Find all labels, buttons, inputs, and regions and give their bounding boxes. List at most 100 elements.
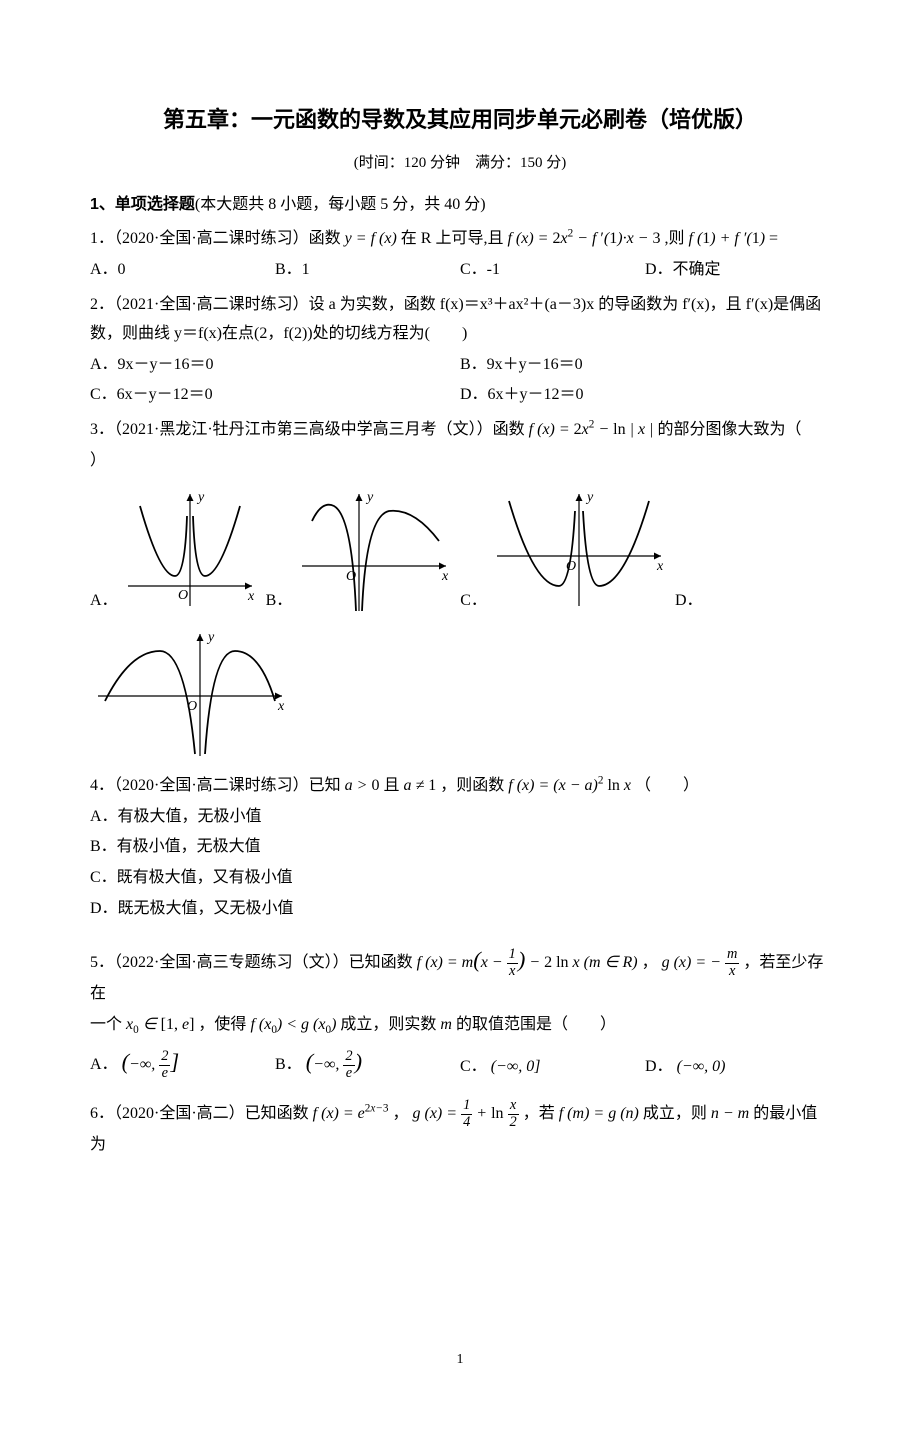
q5-l2b: ，使得 bbox=[198, 1016, 250, 1033]
svg-text:y: y bbox=[365, 490, 374, 505]
q5-opt-b: B． (−∞, 2e) bbox=[275, 1042, 460, 1082]
q5-opt-d-pre: D． bbox=[645, 1058, 673, 1075]
q2-opt-d: D．6x＋y－12＝0 bbox=[460, 381, 830, 410]
q3-label-a: A． bbox=[90, 587, 118, 616]
q5-options: A． (−∞, 2e] B． (−∞, 2e) C． (−∞, 0] D． (−… bbox=[90, 1042, 830, 1082]
svg-text:y: y bbox=[585, 490, 594, 505]
q4-cond1: a > 0 bbox=[345, 777, 380, 794]
question-4: 4．（2020·全国·高二课时练习）已知 a > 0 且 a ≠ 1 ，则函数 … bbox=[90, 772, 830, 801]
q4-mid: 且 bbox=[383, 777, 403, 794]
q3-graph-a: y x O bbox=[120, 486, 260, 616]
q5-opt-a-val: (−∞, 2e] bbox=[122, 1056, 180, 1073]
q4-options: A．有极大值，无极小值 B．有极小值，无极大值 C．既有极大值，又有极小值 D．… bbox=[90, 803, 830, 924]
q4-cond2: a ≠ 1 bbox=[403, 777, 436, 794]
q3-tail: 的部分图像大致为（ bbox=[658, 421, 818, 438]
q5-opt-d: D． (−∞, 0) bbox=[645, 1053, 830, 1082]
q1-opt-d: D．不确定 bbox=[645, 256, 830, 285]
q5-expr-f: f (x) = m(x − 1x) − 2 ln x (m ∈ R) bbox=[417, 954, 638, 971]
q3-close: ） bbox=[90, 447, 830, 476]
q3-expr: f (x) = 2x2 − ln | x | bbox=[529, 421, 654, 438]
q5-prefix: 5．（2022·全国·高三专题练习（文））已知函数 bbox=[90, 954, 417, 971]
question-6: 6．（2020·全国·高二）已知函数 f (x) = e2x−3 ， g (x)… bbox=[90, 1098, 830, 1159]
q4-opt-c: C．既有极大值，又有极小值 bbox=[90, 864, 830, 893]
q2-line2: 数，则曲线 y＝f(x)在点(2，f(2))处的切线方程为( ) bbox=[90, 320, 830, 349]
svg-text:x: x bbox=[656, 559, 664, 574]
q5-l2d: 的取值范围是（ ） bbox=[456, 1016, 616, 1033]
q5-ineq: f (x0) < g (x0) bbox=[250, 1016, 336, 1033]
question-3: 3．（2021·黑龙江·牡丹江市第三高级中学高三月考（文））函数 f (x) =… bbox=[90, 416, 830, 445]
q6-mid3: 成立，则 bbox=[643, 1105, 711, 1122]
q3-graphs-row1: A． y x O B． y x O C． y bbox=[90, 486, 830, 616]
section-spec: (本大题共 8 小题，每小题 5 分，共 40 分) bbox=[195, 196, 486, 213]
q5-opt-a-pre: A． bbox=[90, 1056, 118, 1073]
q4-mid2: ，则函数 bbox=[440, 777, 508, 794]
q1-opt-c: C．-1 bbox=[460, 256, 645, 285]
q5-mid: ， bbox=[642, 954, 662, 971]
q3-graph-d: y x O bbox=[90, 626, 290, 766]
q5-opt-c-val: (−∞, 0] bbox=[491, 1058, 541, 1075]
q3-label-b: B． bbox=[266, 587, 293, 616]
q1-mid1: 在 R 上可导,且 bbox=[401, 230, 508, 247]
q5-m: m bbox=[440, 1016, 452, 1033]
q6-eq: f (m) = g (n) bbox=[559, 1105, 639, 1122]
q6-prefix: 6．（2020·全国·高二）已知函数 bbox=[90, 1105, 313, 1122]
q3-graph-d-row: y x O bbox=[90, 626, 830, 766]
q3-label-c: C． bbox=[460, 587, 487, 616]
q4-opt-a: A．有极大值，无极小值 bbox=[90, 803, 830, 832]
exam-meta: (时间：120 分钟 满分：150 分) bbox=[90, 150, 830, 177]
q5-expr-g: g (x) = − mx bbox=[662, 954, 740, 971]
question-2: 2．（2021·全国·高二课时练习）设 a 为实数，函数 f(x)＝x³＋ax²… bbox=[90, 291, 830, 349]
q1-expr1: y = f (x) bbox=[345, 230, 397, 247]
q2-opt-a: A．9x－y－16＝0 bbox=[90, 351, 460, 380]
q4-tail: （ ） bbox=[635, 777, 699, 794]
q5-l2a: 一个 bbox=[90, 1016, 126, 1033]
q1-expr3: f (1) + f ′(1) bbox=[689, 230, 766, 247]
page-title: 第五章：一元函数的导数及其应用同步单元必刷卷（培优版） bbox=[90, 100, 830, 140]
q4-opt-b: B．有极小值，无极大值 bbox=[90, 833, 830, 862]
svg-text:y: y bbox=[206, 630, 215, 645]
q5-opt-d-val: (−∞, 0) bbox=[677, 1058, 726, 1075]
q4-prefix: 4．（2020·全国·高二课时练习）已知 bbox=[90, 777, 345, 794]
svg-text:x: x bbox=[247, 589, 255, 604]
q5-opt-c: C． (−∞, 0] bbox=[460, 1053, 645, 1082]
q4-opt-d: D．既无极大值，又无极小值 bbox=[90, 895, 830, 924]
q1-tail: = bbox=[769, 230, 778, 247]
section-header: 1、单项选择题(本大题共 8 小题，每小题 5 分，共 40 分) bbox=[90, 191, 830, 220]
page-number: 1 bbox=[90, 1347, 830, 1372]
q5-opt-b-val: (−∞, 2e) bbox=[306, 1056, 362, 1073]
q6-expr-g: g (x) = 14 + ln x2 bbox=[413, 1105, 519, 1122]
q1-expr2: f (x) = 2x2 − f ′(1)·x − 3 bbox=[507, 230, 660, 247]
question-5: 5．（2022·全国·高三专题练习（文））已知函数 f (x) = m(x − … bbox=[90, 940, 830, 1009]
section-label: 1、单项选择题 bbox=[90, 196, 195, 213]
q5-opt-c-pre: C． bbox=[460, 1058, 487, 1075]
q5-opt-a: A． (−∞, 2e] bbox=[90, 1042, 275, 1082]
svg-text:x: x bbox=[441, 569, 449, 584]
q3-label-d: D． bbox=[675, 587, 703, 616]
q5-x0: x0 ∈ [1, e] bbox=[126, 1016, 194, 1033]
q5-l2c: 成立，则实数 bbox=[340, 1016, 440, 1033]
q1-opt-a: A．0 bbox=[90, 256, 275, 285]
q1-prefix: 1．（2020·全国·高二课时练习）函数 bbox=[90, 230, 345, 247]
q4-expr: f (x) = (x − a)2 ln x bbox=[508, 777, 631, 794]
q2-line1: 2．（2021·全国·高二课时练习）设 a 为实数，函数 f(x)＝x³＋ax²… bbox=[90, 291, 830, 320]
q1-opt-b: B．1 bbox=[275, 256, 460, 285]
q2-opt-b: B．9x＋y－16＝0 bbox=[460, 351, 830, 380]
q6-nm: n − m bbox=[711, 1105, 749, 1122]
svg-text:y: y bbox=[196, 490, 205, 505]
q6-expr-f: f (x) = e2x−3 bbox=[313, 1105, 389, 1122]
q3-graph-c: y x O bbox=[489, 486, 669, 616]
q2-opt-c: C．6x－y－12＝0 bbox=[90, 381, 460, 410]
question-5-line2: 一个 x0 ∈ [1, e] ，使得 f (x0) < g (x0) 成立，则实… bbox=[90, 1011, 830, 1040]
q5-opt-b-pre: B． bbox=[275, 1056, 302, 1073]
q1-mid2: ,则 bbox=[664, 230, 688, 247]
q2-options-row2: C．6x－y－12＝0 D．6x＋y－12＝0 bbox=[90, 381, 830, 410]
svg-text:x: x bbox=[277, 699, 285, 714]
q6-mid1: ， bbox=[392, 1105, 412, 1122]
q2-options-row1: A．9x－y－16＝0 B．9x＋y－16＝0 bbox=[90, 351, 830, 380]
q1-options: A．0 B．1 C．-1 D．不确定 bbox=[90, 256, 830, 285]
q6-mid2: ，若 bbox=[523, 1105, 559, 1122]
q3-prefix: 3．（2021·黑龙江·牡丹江市第三高级中学高三月考（文））函数 bbox=[90, 421, 529, 438]
question-1: 1．（2020·全国·高二课时练习）函数 y = f (x) 在 R 上可导,且… bbox=[90, 225, 830, 254]
q3-graph-b: y x O bbox=[294, 486, 454, 616]
svg-text:O: O bbox=[178, 588, 188, 603]
